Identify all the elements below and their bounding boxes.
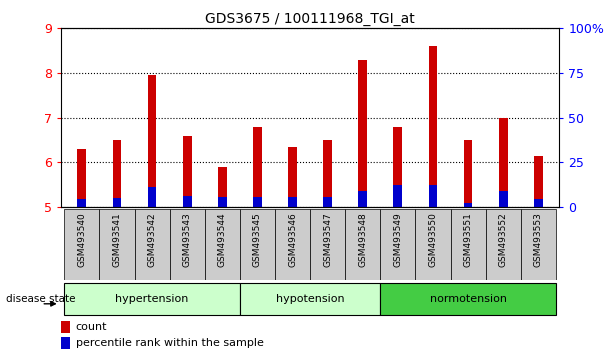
Bar <box>380 283 556 315</box>
Bar <box>183 196 192 207</box>
Text: count: count <box>76 322 107 332</box>
Title: GDS3675 / 100111968_TGI_at: GDS3675 / 100111968_TGI_at <box>206 12 415 26</box>
Bar <box>534 199 543 207</box>
Bar <box>100 209 134 280</box>
Bar <box>345 209 380 280</box>
Text: GSM493545: GSM493545 <box>253 212 262 267</box>
Bar <box>429 185 437 207</box>
Text: GSM493553: GSM493553 <box>534 212 543 267</box>
Bar <box>134 209 170 280</box>
Bar <box>240 283 380 315</box>
Bar <box>64 283 240 315</box>
Bar <box>393 127 402 207</box>
Bar <box>205 209 240 280</box>
Bar <box>520 209 556 280</box>
Bar <box>77 199 86 207</box>
Bar <box>170 209 205 280</box>
Text: GSM493549: GSM493549 <box>393 212 402 267</box>
Bar <box>380 209 415 280</box>
Bar <box>288 147 297 207</box>
Bar <box>310 209 345 280</box>
Text: GSM493543: GSM493543 <box>182 212 192 267</box>
Text: GSM493540: GSM493540 <box>77 212 86 267</box>
Bar <box>393 185 402 207</box>
Bar <box>218 167 227 207</box>
Bar <box>275 209 310 280</box>
Bar <box>415 209 451 280</box>
Text: GSM493551: GSM493551 <box>463 212 472 267</box>
Bar <box>64 209 100 280</box>
Bar <box>61 337 70 349</box>
Bar <box>240 209 275 280</box>
Bar <box>499 192 508 207</box>
Text: percentile rank within the sample: percentile rank within the sample <box>76 338 264 348</box>
Bar <box>61 321 70 333</box>
Bar <box>77 149 86 207</box>
Text: normotension: normotension <box>430 294 506 304</box>
Text: GSM493547: GSM493547 <box>323 212 332 267</box>
Bar <box>148 187 156 207</box>
Bar <box>534 156 543 207</box>
Text: GSM493548: GSM493548 <box>358 212 367 267</box>
Text: GSM493552: GSM493552 <box>499 212 508 267</box>
Bar <box>148 75 156 207</box>
Bar <box>253 127 262 207</box>
Text: GSM493542: GSM493542 <box>148 212 157 267</box>
Bar <box>253 197 262 207</box>
Bar <box>429 46 437 207</box>
Bar <box>464 140 472 207</box>
Text: disease state: disease state <box>6 294 75 304</box>
Bar <box>218 197 227 207</box>
Bar <box>112 140 122 207</box>
Text: GSM493541: GSM493541 <box>112 212 122 267</box>
Bar <box>499 118 508 207</box>
Bar <box>183 136 192 207</box>
Bar <box>288 197 297 207</box>
Bar <box>112 198 122 207</box>
Bar <box>464 202 472 207</box>
Bar <box>358 192 367 207</box>
Bar <box>358 59 367 207</box>
Bar <box>323 197 332 207</box>
Text: hypotension: hypotension <box>276 294 344 304</box>
Bar <box>323 140 332 207</box>
Text: GSM493550: GSM493550 <box>429 212 438 267</box>
Text: GSM493546: GSM493546 <box>288 212 297 267</box>
Bar <box>486 209 520 280</box>
Text: GSM493544: GSM493544 <box>218 212 227 267</box>
Text: hypertension: hypertension <box>116 294 188 304</box>
Bar <box>451 209 486 280</box>
